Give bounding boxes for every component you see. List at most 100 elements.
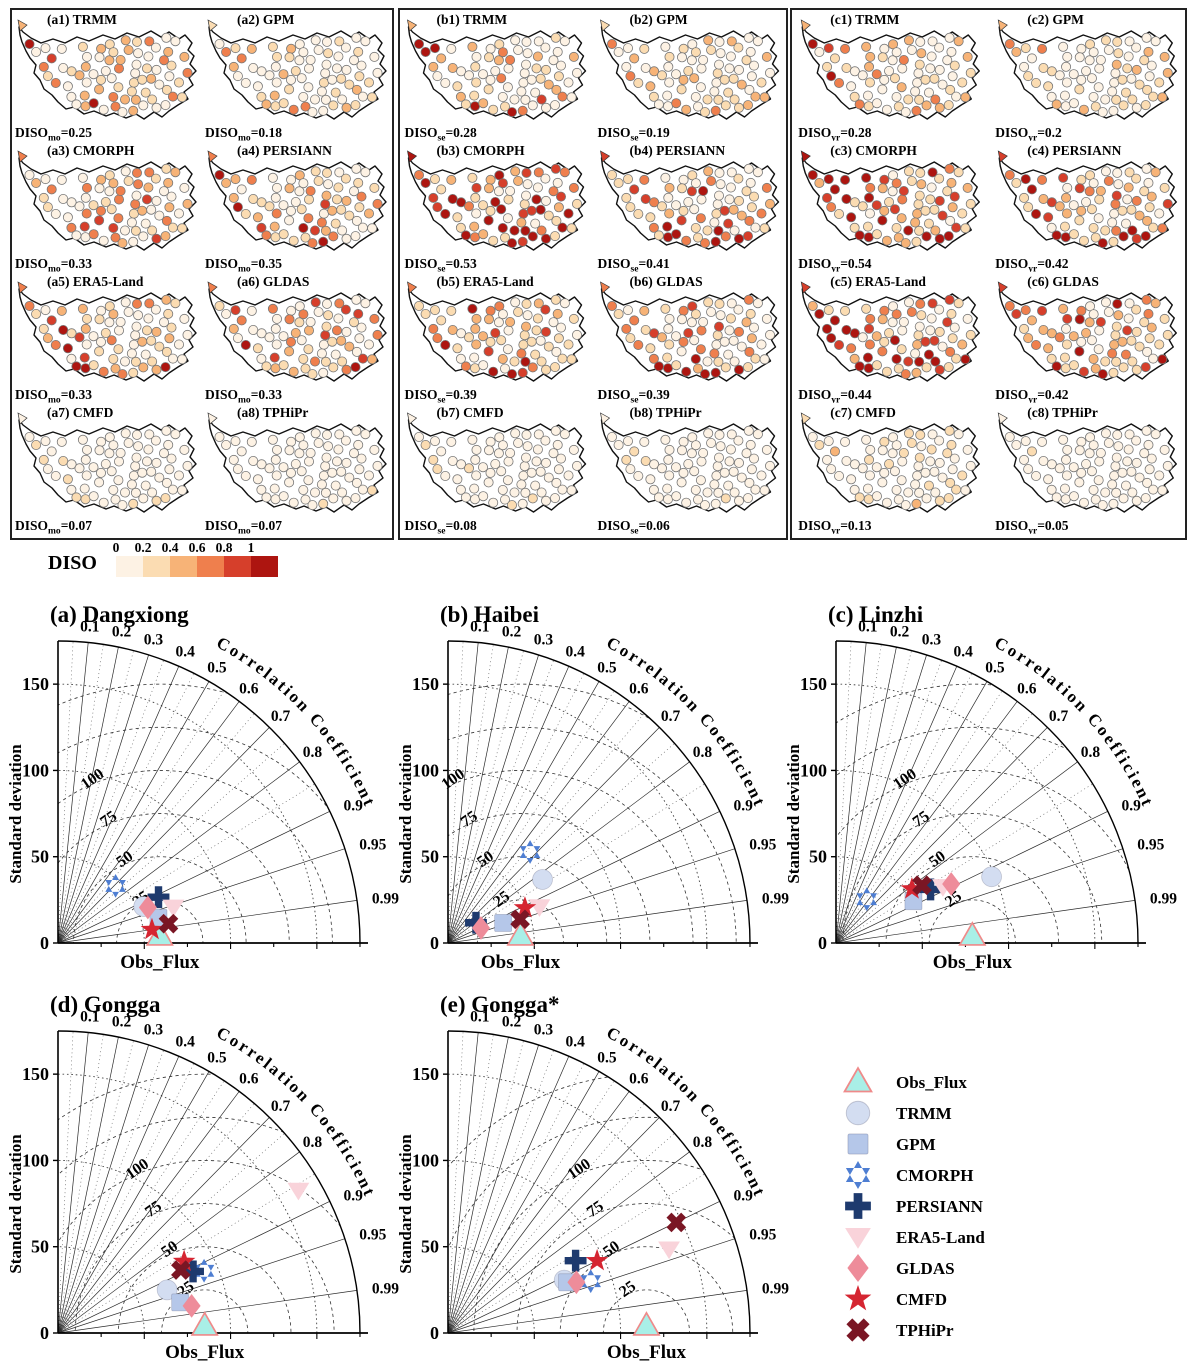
station-dot — [77, 303, 88, 314]
station-dot — [158, 186, 169, 197]
station-dot — [252, 212, 263, 223]
station-dot — [1108, 339, 1119, 350]
station-dot — [929, 335, 940, 346]
station-dot — [80, 61, 91, 72]
map-grid-c: (c1) TRMM DISOyr=0.28 (c2) GPM DISOyr=0.2 (c… — [790, 8, 1187, 540]
marker-GPM — [494, 914, 513, 932]
taylor-title: (d) Gongga — [50, 992, 161, 1017]
station-dot — [66, 66, 77, 77]
station-dot — [887, 448, 898, 459]
station-dot — [662, 483, 673, 494]
station-dot — [74, 332, 85, 343]
station-dot — [131, 190, 142, 201]
station-dot — [540, 64, 551, 75]
station-dot — [522, 310, 533, 321]
station-dot — [286, 467, 297, 478]
station-dot — [520, 225, 531, 236]
station-dot — [720, 362, 731, 373]
station-dot — [862, 90, 873, 101]
station-dot — [1116, 467, 1127, 478]
station-dot — [1097, 369, 1108, 380]
station-dot — [861, 172, 872, 183]
station-dot — [485, 467, 496, 478]
station-dot — [702, 487, 713, 498]
panel-label: (c6) GLDAS — [1027, 274, 1099, 289]
station-dot — [1059, 483, 1070, 494]
station-dot — [310, 428, 321, 439]
station-dot — [1046, 484, 1057, 495]
station-dot — [1144, 202, 1155, 213]
station-dot — [248, 325, 259, 336]
station-dot — [891, 223, 902, 234]
corr-tick-label: 0.5 — [207, 1050, 227, 1067]
outer-arc — [57, 1030, 361, 1334]
std-tick-label: 0 — [430, 1323, 439, 1343]
marker-CMORPH — [580, 1269, 602, 1294]
marker-GLDAS — [471, 916, 491, 940]
station-dot — [130, 199, 141, 210]
station-dot — [518, 208, 529, 219]
station-dot — [484, 52, 495, 63]
station-dot — [447, 325, 458, 336]
station-dot — [420, 178, 431, 189]
station-dot — [822, 61, 833, 72]
station-dot — [310, 356, 321, 367]
station-dot — [719, 336, 730, 347]
station-dot — [66, 197, 77, 208]
station-dot — [927, 36, 938, 47]
std-tick-label: 0 — [40, 1323, 49, 1343]
station-dot — [497, 354, 508, 365]
station-dot — [745, 308, 756, 319]
station-dot — [925, 194, 936, 205]
station-dot — [440, 471, 451, 482]
station-dot — [1110, 94, 1121, 105]
station-dot — [170, 36, 181, 47]
station-dot — [96, 305, 107, 316]
station-dot — [471, 51, 482, 62]
station-dot — [144, 298, 155, 309]
station-dot — [726, 429, 737, 440]
std-tick-label: 0 — [818, 933, 827, 953]
std-tick-label: 100 — [800, 760, 827, 780]
station-dot — [1080, 66, 1091, 77]
station-dot — [664, 313, 675, 324]
station-dot — [526, 336, 537, 347]
station-dot — [540, 457, 551, 468]
station-dot — [1057, 434, 1068, 445]
station-dot — [177, 354, 188, 365]
station-dot — [310, 94, 321, 105]
station-dot — [340, 435, 351, 446]
station-dot — [497, 223, 508, 234]
station-dot — [354, 71, 365, 82]
station-dot — [606, 38, 617, 49]
station-dot — [719, 205, 730, 216]
station-dot — [284, 84, 295, 95]
stations-layer — [214, 163, 383, 249]
station-dot — [40, 436, 51, 447]
panel-label: (b6) GLDAS — [630, 274, 703, 289]
station-dot — [937, 472, 948, 483]
station-dot — [310, 225, 321, 236]
station-dot — [488, 497, 499, 508]
rmse-label: 50 — [926, 848, 949, 871]
station-dot — [826, 202, 837, 213]
station-dot — [540, 495, 551, 506]
station-dot — [678, 467, 689, 478]
station-dot — [1078, 497, 1089, 508]
station-dot — [951, 353, 962, 364]
station-dot — [862, 352, 873, 363]
station-dot — [1144, 464, 1155, 475]
station-dot — [455, 222, 466, 233]
station-dot — [519, 68, 530, 79]
station-dot — [284, 445, 295, 456]
station-dot — [351, 163, 362, 174]
stations-layer — [807, 163, 976, 249]
station-dot — [640, 325, 651, 336]
marker-obs-flux — [632, 1311, 661, 1336]
station-dot — [527, 362, 538, 373]
station-dot — [689, 335, 700, 346]
station-dot — [566, 485, 577, 496]
panel-label: (a8) TPHiPr — [237, 405, 308, 420]
obs-flux-label: Obs_Flux — [481, 952, 561, 973]
